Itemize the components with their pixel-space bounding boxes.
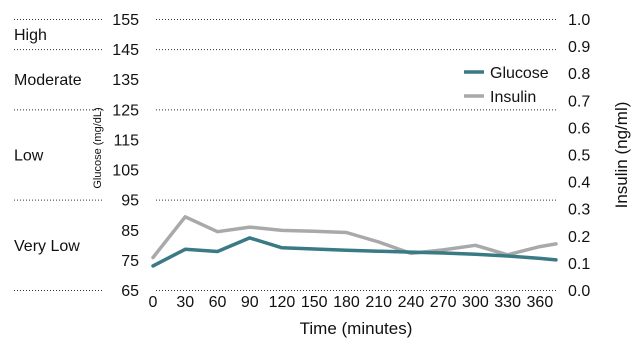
legend: Glucose Insulin	[464, 65, 549, 106]
x-tick-label: 0	[149, 294, 158, 311]
left-tick-label: 115	[113, 132, 139, 149]
category-label: Low	[14, 148, 44, 165]
x-tick-label: 150	[301, 294, 328, 311]
x-tick-label: 90	[241, 294, 259, 311]
x-tick-label: 60	[209, 294, 227, 311]
right-tick-label: 0.6	[568, 120, 590, 137]
left-axis-ticks: 155 145 135 125 115 105 95 85 75 65	[112, 12, 139, 300]
x-tick-label: 240	[398, 294, 425, 311]
right-axis-title: Insulin (ng/ml)	[612, 102, 631, 209]
left-tick-label: 145	[112, 42, 139, 59]
series-lines	[151, 215, 558, 268]
right-tick-label: 0.7	[568, 93, 590, 110]
category-labels: High Moderate Low Very Low	[14, 27, 82, 255]
series-line-glucose	[151, 236, 558, 268]
left-tick-label: 105	[112, 163, 139, 180]
x-tick-label: 360	[527, 294, 554, 311]
left-tick-label: 75	[121, 253, 139, 270]
x-tick-label: 30	[176, 294, 194, 311]
legend-label-insulin: Insulin	[490, 89, 536, 106]
left-tick-label: 135	[112, 72, 139, 89]
left-tick-label: 65	[121, 283, 139, 300]
right-tick-label: 0.8	[568, 66, 590, 83]
right-tick-label: 0.3	[568, 202, 590, 219]
right-tick-label: 1.0	[568, 12, 590, 29]
category-label: High	[14, 27, 47, 44]
x-tick-label: 330	[494, 294, 521, 311]
series-line-insulin	[151, 215, 558, 260]
category-label: Moderate	[14, 72, 82, 89]
x-tick-label: 300	[462, 294, 489, 311]
right-tick-label: 0.9	[568, 39, 590, 56]
right-tick-label: 0.2	[568, 229, 590, 246]
x-tick-label: 210	[365, 294, 392, 311]
left-tick-label: 85	[121, 223, 139, 240]
left-tick-label: 125	[112, 102, 139, 119]
x-axis-title: Time (minutes)	[300, 319, 413, 338]
right-tick-label: 0.4	[568, 175, 590, 192]
left-tick-label: 155	[112, 12, 139, 29]
left-tick-label: 95	[121, 193, 139, 210]
right-tick-label: 0.0	[568, 283, 590, 300]
x-tick-label: 270	[430, 294, 457, 311]
x-tick-label: 180	[333, 294, 360, 311]
x-axis-ticks: 0 30 60 90 120 150 180 210 240 270 300 330 360	[149, 294, 554, 311]
right-tick-label: 0.5	[568, 148, 590, 165]
category-dividers	[14, 19, 556, 291]
right-tick-label: 0.1	[568, 256, 590, 273]
x-tick-label: 120	[269, 294, 296, 311]
right-axis-ticks: 1.0 0.9 0.8 0.7 0.6 0.5 0.4 0.3 0.2 0.1 0.0	[568, 12, 590, 300]
left-axis-title: Glucose (mg/dL)	[92, 107, 104, 188]
legend-label-glucose: Glucose	[490, 65, 549, 82]
category-label: Very Low	[14, 238, 80, 255]
